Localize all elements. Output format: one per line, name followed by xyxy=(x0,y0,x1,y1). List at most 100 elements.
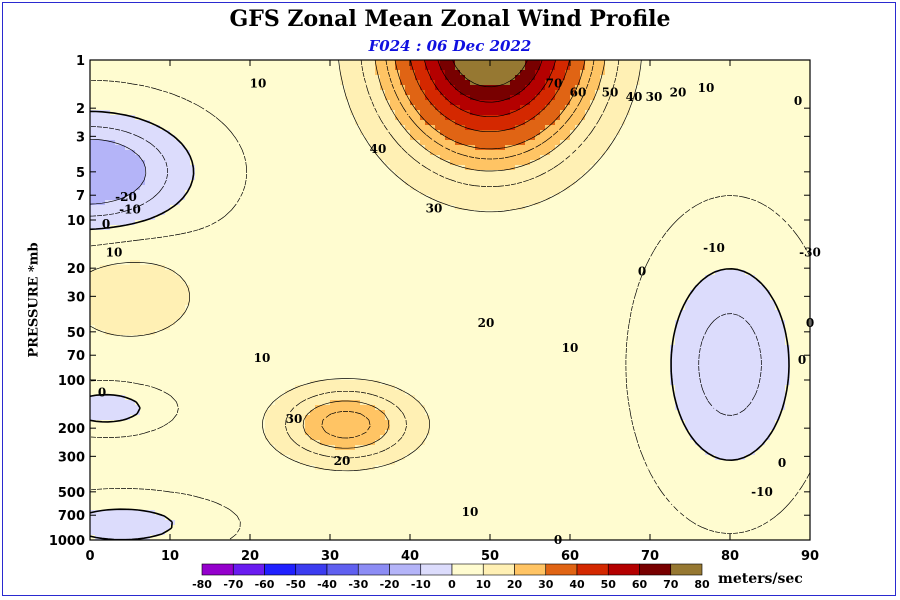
wind-cell xyxy=(610,95,616,101)
wind-cell xyxy=(675,220,681,226)
wind-cell xyxy=(575,175,581,181)
wind-cell xyxy=(480,195,486,201)
wind-cell xyxy=(560,205,566,211)
wind-cell xyxy=(795,180,801,186)
wind-cell xyxy=(435,180,441,186)
wind-cell xyxy=(310,115,316,121)
wind-cell xyxy=(440,175,446,181)
wind-cell xyxy=(165,160,171,166)
wind-cell xyxy=(280,75,286,81)
wind-cell xyxy=(225,110,231,116)
wind-cell xyxy=(275,190,281,196)
wind-cell xyxy=(660,80,666,86)
wind-cell xyxy=(160,225,166,231)
wind-cell xyxy=(340,60,346,66)
wind-cell xyxy=(540,215,546,221)
wind-cell xyxy=(740,125,746,131)
wind-cell xyxy=(600,220,606,226)
wind-cell xyxy=(165,220,171,226)
wind-cell xyxy=(515,150,521,156)
wind-cell xyxy=(380,160,386,166)
wind-cell xyxy=(650,90,656,96)
wind-cell xyxy=(560,85,566,91)
wind-cell xyxy=(655,195,661,201)
wind-cell xyxy=(735,155,741,161)
wind-cell xyxy=(145,125,151,131)
wind-cell xyxy=(720,130,726,136)
wind-cell xyxy=(410,120,416,126)
wind-cell xyxy=(805,180,810,186)
wind-cell xyxy=(660,170,666,176)
wind-cell xyxy=(285,150,291,156)
wind-cell xyxy=(390,80,396,86)
wind-cell xyxy=(730,225,736,231)
wind-cell xyxy=(215,115,221,121)
wind-cell xyxy=(255,80,261,86)
wind-cell xyxy=(650,110,656,116)
wind-cell xyxy=(270,210,276,216)
wind-cell xyxy=(375,205,381,211)
wind-cell xyxy=(345,190,351,196)
wind-cell xyxy=(355,65,361,71)
wind-cell xyxy=(590,175,596,181)
wind-cell xyxy=(435,85,441,91)
wind-cell xyxy=(760,60,766,66)
wind-cell xyxy=(785,225,791,231)
wind-cell xyxy=(265,215,271,221)
wind-cell xyxy=(510,160,516,166)
wind-cell xyxy=(180,155,186,161)
wind-cell xyxy=(645,195,651,201)
wind-cell xyxy=(645,200,651,206)
wind-cell xyxy=(495,65,501,71)
wind-cell xyxy=(580,110,586,116)
wind-cell xyxy=(440,160,446,166)
wind-cell xyxy=(745,225,751,231)
wind-cell xyxy=(795,205,801,211)
wind-cell xyxy=(700,210,706,216)
wind-cell xyxy=(465,170,471,176)
wind-cell xyxy=(675,180,681,186)
wind-cell xyxy=(575,180,581,186)
wind-cell xyxy=(420,175,426,181)
wind-cell xyxy=(795,220,801,226)
wind-cell xyxy=(135,190,141,196)
wind-cell xyxy=(395,165,401,171)
wind-cell xyxy=(575,150,581,156)
wind-cell xyxy=(580,60,586,66)
wind-cell xyxy=(450,215,456,221)
wind-cell xyxy=(135,180,141,186)
wind-cell xyxy=(305,80,311,86)
wind-cell xyxy=(270,165,276,171)
wind-cell xyxy=(230,80,236,86)
wind-cell xyxy=(135,135,141,141)
wind-cell xyxy=(655,210,661,216)
wind-cell xyxy=(590,165,596,171)
wind-cell xyxy=(665,125,671,131)
wind-cell xyxy=(680,60,686,66)
wind-cell xyxy=(275,195,281,201)
wind-cell xyxy=(555,215,561,221)
wind-cell xyxy=(595,105,601,111)
wind-cell xyxy=(455,220,461,226)
wind-cell xyxy=(515,105,521,111)
wind-cell xyxy=(325,135,331,141)
wind-cell xyxy=(505,80,511,86)
wind-cell xyxy=(430,100,436,106)
wind-cell xyxy=(545,95,551,101)
wind-cell xyxy=(515,215,521,221)
wind-cell xyxy=(660,70,666,76)
wind-cell xyxy=(230,120,236,126)
wind-cell xyxy=(655,130,661,136)
wind-cell xyxy=(345,85,351,91)
wind-cell xyxy=(175,65,181,71)
wind-cell xyxy=(190,230,196,236)
wind-cell xyxy=(670,80,676,86)
wind-cell xyxy=(525,230,531,236)
wind-cell xyxy=(105,155,111,161)
wind-cell xyxy=(495,175,501,181)
wind-cell xyxy=(630,130,636,136)
wind-cell xyxy=(305,125,311,131)
wind-cell xyxy=(480,225,486,231)
wind-cell xyxy=(660,140,666,146)
wind-cell xyxy=(350,155,356,161)
